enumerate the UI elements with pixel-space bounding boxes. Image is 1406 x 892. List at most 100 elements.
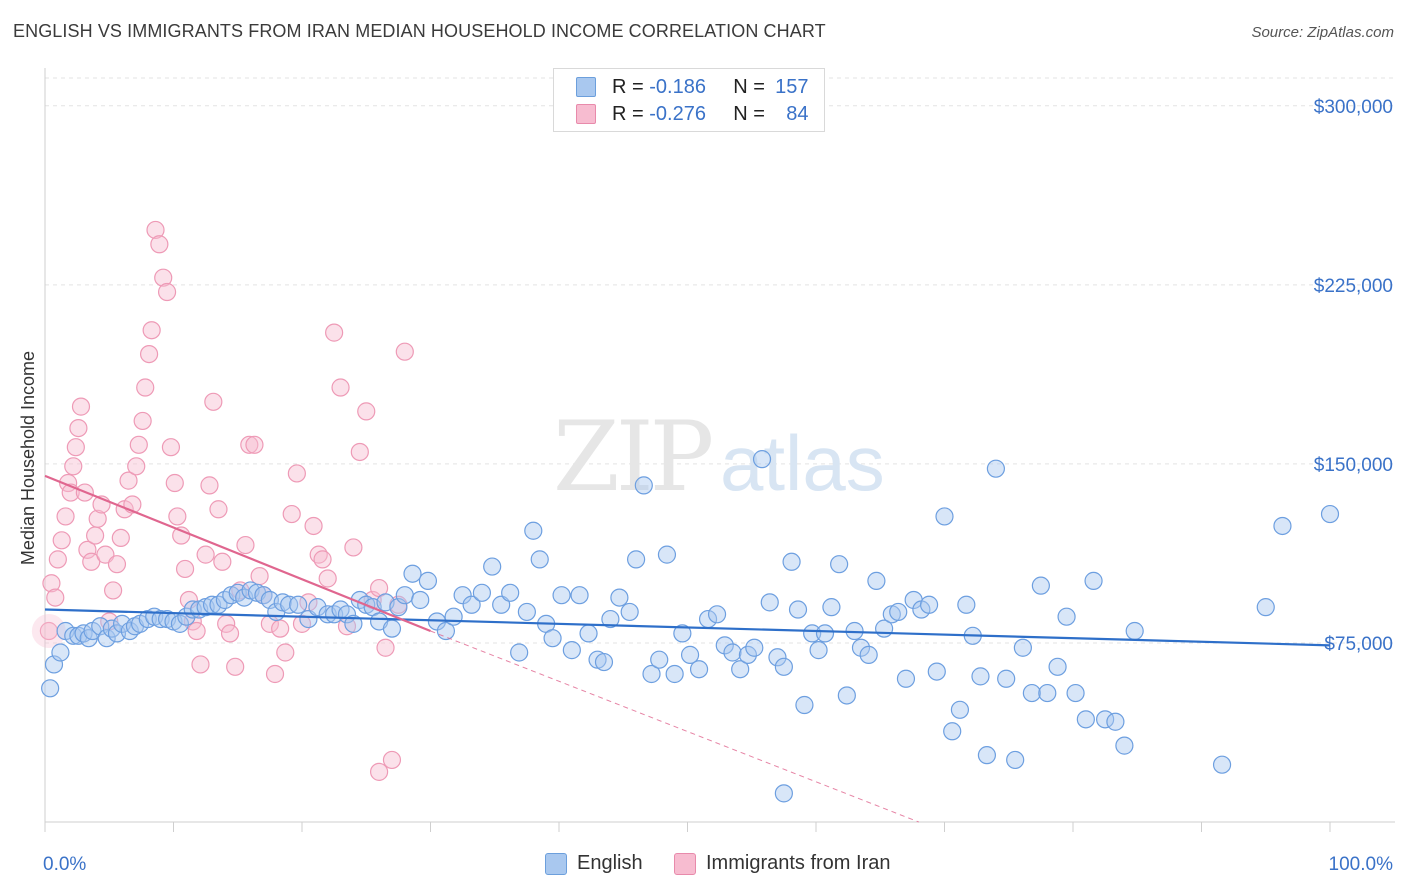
data-point-english: [1031, 576, 1050, 595]
data-point-english: [472, 583, 491, 602]
data-point-iran: [276, 643, 295, 662]
axes: [44, 68, 1395, 832]
data-point-english: [601, 609, 620, 629]
data-point-english: [642, 664, 661, 684]
data-point-english: [1006, 750, 1025, 770]
data-point-english: [411, 590, 430, 610]
data-point-iran: [46, 588, 65, 607]
data-point-english: [308, 598, 327, 617]
data-point-iran: [136, 378, 155, 397]
data-point-iran: [382, 750, 402, 770]
data-point-iran-cluster: [31, 614, 66, 649]
data-point-iran: [271, 619, 290, 638]
data-point-iran: [245, 435, 264, 454]
data-point-iran: [226, 657, 245, 676]
data-point-english: [1048, 657, 1067, 676]
data-point-english: [919, 595, 939, 614]
data-point-english: [707, 605, 727, 624]
data-point-iran: [287, 464, 306, 483]
data-point-english: [1212, 755, 1232, 774]
data-point-iran: [325, 323, 344, 342]
data-point-iran: [240, 435, 259, 454]
data-point-english: [552, 586, 571, 605]
chart-title: ENGLISH VS IMMIGRANTS FROM IRAN MEDIAN H…: [13, 21, 826, 41]
data-point-english: [752, 450, 772, 469]
legend-r-value: -0.276: [649, 102, 706, 125]
data-point-english: [395, 586, 414, 605]
data-point-iran: [357, 402, 376, 421]
data-point-iran: [331, 378, 350, 397]
data-point-iran: [187, 621, 206, 641]
legend-swatch-iran: [576, 104, 596, 124]
data-point-english: [403, 564, 422, 583]
data-point-iran: [395, 342, 414, 361]
data-point-english: [815, 624, 835, 643]
data-point-iran: [71, 397, 91, 416]
data-point-english: [943, 722, 962, 741]
data-point-english: [657, 545, 677, 564]
data-point-english: [444, 607, 463, 626]
series-iran: [31, 220, 414, 781]
data-point-iran: [139, 344, 159, 364]
data-point-english: [950, 700, 970, 719]
data-point-english: [715, 636, 734, 655]
data-point-iran: [129, 435, 148, 454]
data-point-iran: [82, 552, 101, 571]
data-point-english: [768, 648, 787, 667]
data-point-iran: [220, 624, 240, 643]
data-point-english: [788, 600, 808, 619]
data-point-iran: [236, 535, 255, 555]
data-point-english: [382, 619, 402, 638]
data-point-english: [594, 652, 614, 672]
data-point-english: [889, 602, 908, 622]
data-point-iran: [78, 540, 97, 559]
watermark: ZIP atlas: [553, 401, 885, 513]
data-point-iran: [165, 473, 184, 493]
data-point-english: [418, 571, 438, 590]
data-point-english: [809, 641, 828, 660]
data-point-english: [803, 624, 822, 643]
data-point-english: [1022, 683, 1041, 703]
data-point-english: [1273, 516, 1292, 536]
data-point-english: [665, 664, 684, 684]
source-label: Source: ZipAtlas.com: [1251, 24, 1394, 41]
bottom-legend-label-english: English: [577, 852, 643, 874]
data-point-english: [927, 662, 946, 681]
data-point-iran: [213, 552, 232, 571]
y-axis-label: Median Household Income: [18, 351, 38, 565]
data-point-iran: [350, 442, 369, 462]
bottom-legend-iran: Immigrants from Iran: [674, 852, 890, 875]
data-point-iran: [133, 411, 152, 431]
legend-row-iran: R = -0.276 N = 84: [576, 102, 809, 126]
data-point-iran: [111, 528, 130, 548]
data-point-english: [570, 586, 589, 605]
data-point-english: [689, 660, 709, 679]
data-point-english: [97, 629, 116, 648]
data-point-iran: [344, 538, 363, 557]
data-point-english: [795, 695, 814, 715]
data-point-english: [774, 657, 793, 676]
data-point-english: [1125, 621, 1144, 641]
data-point-iran: [88, 509, 107, 528]
data-point-english: [997, 669, 1016, 688]
data-point-english: [760, 593, 779, 612]
data-point-english: [867, 571, 886, 590]
legend-r-label: R =: [612, 102, 644, 125]
data-point-english: [977, 746, 997, 765]
data-point-english: [851, 638, 871, 657]
data-point-english: [830, 555, 849, 574]
data-point-iran: [313, 550, 332, 569]
data-point-english: [1256, 598, 1275, 617]
data-point-english: [530, 550, 549, 569]
data-point-english: [41, 679, 60, 698]
data-point-english: [957, 595, 976, 614]
data-point-iran: [150, 235, 169, 254]
data-point-english: [620, 602, 639, 622]
x-tick-label: 100.0%: [1329, 854, 1394, 875]
data-point-iran: [64, 457, 83, 476]
data-point-iran: [142, 321, 161, 340]
data-point-english: [517, 602, 536, 622]
data-point-english: [1320, 504, 1340, 524]
data-point-english: [782, 552, 801, 571]
